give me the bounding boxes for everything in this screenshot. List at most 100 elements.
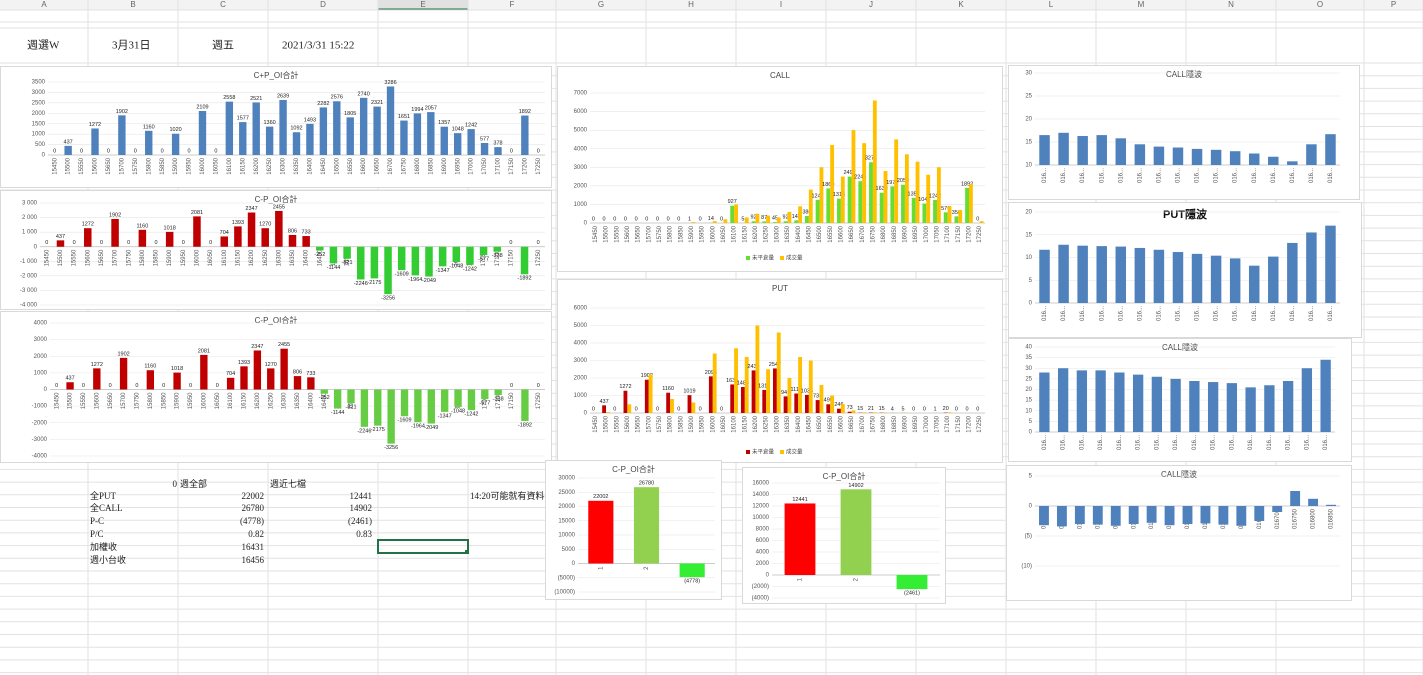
data-label: 1892 (961, 181, 973, 187)
y-tick-label: 6000 (574, 109, 588, 115)
bar (316, 246, 324, 251)
bar (1096, 135, 1107, 165)
y-tick-label: 4000 (574, 146, 588, 152)
bar (1039, 135, 1050, 165)
cell[interactable]: 週五 (212, 39, 234, 52)
x-tick-label: 17200 (967, 225, 973, 242)
x-tick-label: 17000 (469, 157, 475, 174)
bar (275, 210, 283, 247)
x-tick-label: 15450 (593, 225, 599, 242)
x-tick-label: 17100 (496, 392, 502, 409)
y-tick-label: 0 (1029, 504, 1033, 510)
data-label: 1 (934, 406, 937, 412)
y-tick-label: 25000 (558, 490, 575, 496)
bar (400, 389, 409, 417)
cell[interactable]: 3月31日 (112, 40, 151, 52)
data-label: 2109 (196, 104, 208, 110)
bar (772, 368, 777, 413)
bar (1325, 225, 1336, 303)
bar (1287, 161, 1298, 165)
data-label: 3286 (384, 80, 396, 86)
x-tick-label: 016700 (1275, 508, 1281, 529)
x-tick-label: 16650 (849, 415, 855, 432)
data-label: 0 (976, 216, 979, 222)
data-label: 0 (45, 240, 48, 246)
bar (794, 393, 799, 413)
bar (1115, 246, 1127, 303)
data-label: -1347 (438, 413, 452, 419)
column-header: C (220, 0, 226, 9)
bar (602, 405, 607, 413)
x-tick-label: 15800 (140, 249, 146, 266)
data-label: -1144 (331, 410, 345, 416)
x-tick-label: 016... (1328, 306, 1334, 321)
bar (815, 199, 820, 223)
selected-cell[interactable] (377, 539, 469, 554)
x-tick-label: 15650 (99, 249, 105, 266)
data-label: 380 (802, 209, 811, 215)
data-label: 1019 (683, 389, 695, 395)
bar (947, 412, 952, 413)
data-label: 0 (216, 383, 219, 389)
y-tick-label: 6000 (756, 538, 770, 544)
bar (171, 133, 180, 155)
y-tick-label: 7000 (574, 91, 588, 97)
x-tick-label: 016... (1214, 306, 1220, 321)
cell[interactable]: 2021/3/31 15:22 (282, 40, 354, 52)
data-label: 1272 (91, 362, 103, 368)
table-header: 週全部 (180, 478, 207, 489)
column-header: D (320, 0, 326, 9)
x-tick-label: 16050 (208, 249, 214, 266)
y-tick-label: 0 (1029, 430, 1033, 436)
x-tick-label: 016... (1286, 435, 1292, 450)
x-tick-label: 15950 (700, 415, 706, 432)
chart-title: PUT (772, 284, 788, 293)
data-label: 73 (847, 405, 853, 411)
bar (173, 372, 181, 390)
data-label: -3256 (381, 296, 395, 302)
data-label: 0 (189, 383, 192, 389)
bar (1200, 506, 1211, 524)
y-tick-label: 5000 (574, 323, 588, 329)
data-label: 1018 (171, 366, 183, 372)
bar (783, 221, 788, 223)
bar (480, 142, 489, 155)
x-tick-label: 16500 (334, 157, 340, 174)
bar (819, 167, 824, 223)
data-label: 1860 (822, 182, 834, 188)
data-label: 20 (943, 406, 949, 412)
x-tick-label: 016... (1176, 168, 1182, 183)
bar (826, 404, 831, 413)
bar (265, 126, 274, 155)
x-tick-label: 016... (1042, 435, 1048, 450)
bar (872, 100, 877, 223)
bar (1074, 506, 1085, 524)
bar (1153, 249, 1165, 303)
x-tick-label: 15750 (135, 392, 141, 409)
cell[interactable]: 週選W (27, 39, 60, 52)
note-cell[interactable]: 14:20可能就有資料 (470, 490, 545, 501)
data-label: 437 (56, 234, 65, 240)
column-header-bar (0, 0, 1423, 10)
data-label: 806 (293, 370, 302, 376)
chart-area (1008, 65, 1360, 200)
fill-handle[interactable] (465, 550, 469, 554)
bar (734, 204, 738, 223)
bar (453, 133, 462, 155)
bar (679, 563, 705, 578)
y-tick-label: 0 (766, 573, 770, 579)
bar (293, 376, 302, 390)
x-tick-label: 15700 (119, 157, 125, 174)
x-tick-label: 16200 (254, 157, 260, 174)
x-tick-label: 16150 (242, 392, 248, 409)
y-tick-label: 1 000 (22, 230, 38, 236)
legend-swatch (746, 450, 750, 454)
x-tick-label: 16400 (308, 392, 314, 409)
bar (911, 197, 916, 223)
x-tick-label: 016... (1192, 435, 1198, 450)
x-tick-label: 15500 (66, 157, 72, 174)
x-tick-label: 016... (1328, 168, 1334, 183)
x-tick-label: 15900 (173, 157, 179, 174)
bar (370, 246, 379, 279)
x-tick-label: 16150 (240, 157, 246, 174)
